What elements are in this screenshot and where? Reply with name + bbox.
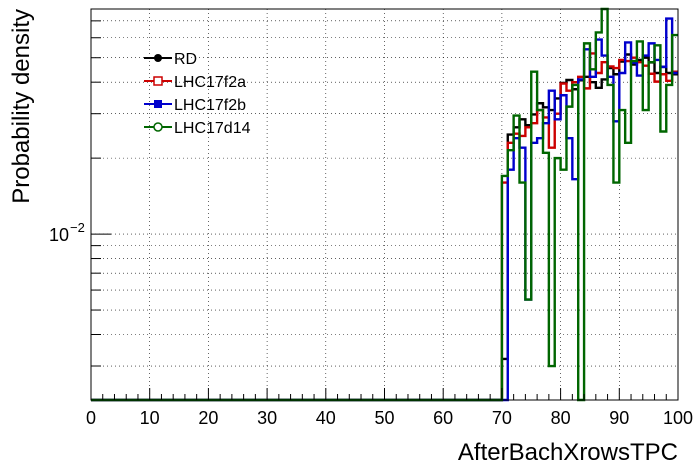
legend-entry: LHC17f2b	[144, 97, 246, 114]
y-tick-label-base: 10	[49, 225, 69, 245]
y-tick-label-exponent: −2	[70, 220, 85, 235]
x-tick-label: 40	[316, 408, 336, 428]
legend-label: RD	[174, 51, 197, 68]
series-RD	[91, 53, 678, 402]
x-tick-label: 80	[551, 408, 571, 428]
x-axis-label: AfterBachXrowsTPC	[458, 439, 678, 466]
x-tick-label: 20	[198, 408, 218, 428]
legend-label: LHC17f2b	[174, 97, 246, 114]
x-tick-label: 0	[86, 408, 96, 428]
legend-label: LHC17d14	[174, 120, 251, 137]
series-layer	[91, 7, 678, 402]
x-tick-label: 30	[257, 408, 277, 428]
legend-marker	[153, 76, 163, 86]
x-tick-label: 60	[433, 408, 453, 428]
legend-label: LHC17f2a	[174, 74, 246, 91]
legend-marker	[154, 100, 162, 108]
y-axis-label: Probability density	[8, 9, 35, 204]
series-line-LHC17d14	[91, 7, 678, 402]
x-tick-label: 10	[140, 408, 160, 428]
series-line-RD	[91, 53, 678, 402]
legend-marker	[154, 54, 162, 62]
legend-entry: RD	[144, 51, 197, 68]
x-tick-label: 50	[374, 408, 394, 428]
legend-entry: LHC17d14	[144, 120, 251, 137]
series-LHC17d14	[91, 7, 678, 402]
x-tick-label: 100	[663, 408, 693, 428]
x-tick-label: 70	[492, 408, 512, 428]
legend-entry: LHC17f2a	[144, 74, 246, 91]
legend: RD LHC17f2a LHC17f2b LHC17d14	[144, 51, 251, 137]
x-tick-label: 90	[609, 408, 629, 428]
legend-marker	[153, 122, 163, 132]
